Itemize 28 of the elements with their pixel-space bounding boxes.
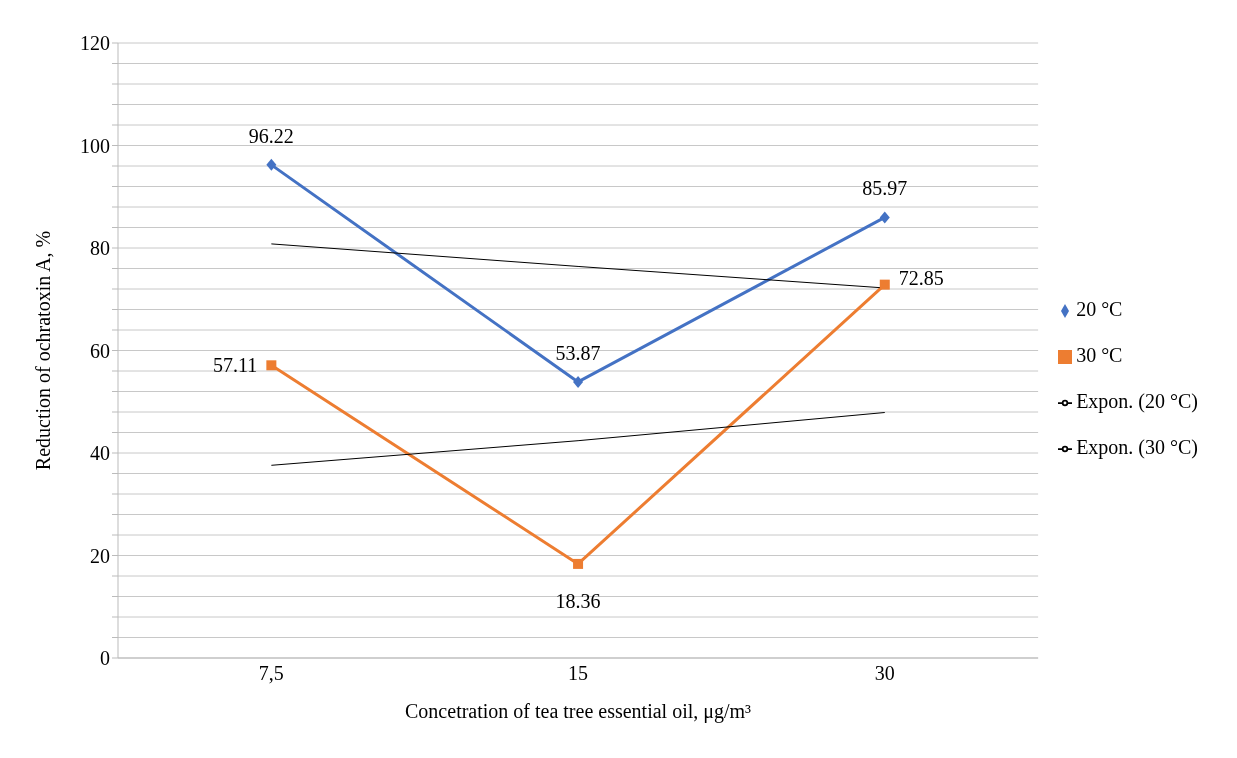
data-label: 57.11 [213, 354, 258, 377]
x-tick-label: 15 [568, 662, 589, 685]
y-tick-label: 80 [90, 237, 110, 260]
data-label: 85.97 [862, 177, 908, 200]
point [266, 360, 277, 371]
legend-label: 20 °C [1076, 298, 1123, 320]
data-label: 96.22 [248, 124, 294, 147]
point [573, 558, 584, 569]
x-axis-title: Concetration of tea tree essential oil, μg/m³ [405, 700, 752, 723]
legend-label: Expon. (30 °C) [1076, 436, 1198, 458]
data-label: 72.85 [898, 266, 944, 289]
y-tick-label: 60 [90, 339, 110, 362]
y-tick-label: 120 [80, 32, 110, 55]
point [879, 211, 890, 224]
legend-label: Expon. (20 °C) [1076, 390, 1198, 412]
data-label: 18.36 [555, 589, 601, 612]
legend-label: 30 °C [1076, 344, 1123, 366]
data-label: 53.87 [555, 341, 601, 364]
point [573, 375, 584, 388]
y-tick-label: 20 [90, 544, 110, 567]
y-tick-label: 100 [80, 134, 110, 157]
x-tick-label: 7,5 [258, 662, 284, 685]
x-tick-label: 30 [874, 662, 895, 685]
y-tick-label: 0 [100, 647, 110, 670]
point [266, 158, 277, 171]
y-axis-title: Reduction of ochratoxin A, % [32, 230, 55, 471]
point [879, 279, 890, 290]
y-tick-label: 40 [90, 442, 110, 465]
